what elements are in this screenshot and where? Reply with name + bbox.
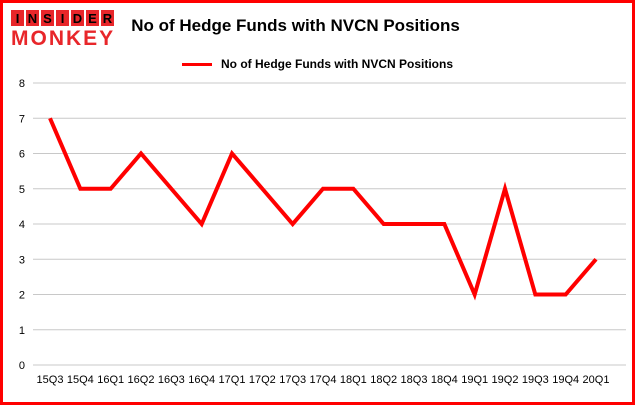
x-tick-label: 16Q1	[97, 374, 124, 386]
y-tick-label: 4	[19, 219, 25, 231]
x-tick-label: 15Q3	[37, 374, 64, 386]
logo-letter-block: E	[86, 10, 99, 26]
chart-title: No of Hedge Funds with NVCN Positions	[131, 15, 460, 35]
legend-label: No of Hedge Funds with NVCN Positions	[221, 57, 453, 71]
logo-letter-block: N	[26, 10, 39, 26]
x-tick-label: 18Q4	[431, 374, 458, 386]
logo-monkey-text: MONKEY	[11, 27, 116, 50]
logo-letter-block: D	[71, 10, 84, 26]
x-tick-label: 15Q4	[67, 374, 94, 386]
logo-letter-block: I	[11, 10, 24, 26]
y-tick-label: 8	[19, 78, 25, 90]
x-tick-label: 16Q4	[188, 374, 215, 386]
series-line-nvcn	[48, 117, 598, 301]
y-tick-label: 5	[19, 184, 25, 196]
legend: No of Hedge Funds with NVCN Positions	[3, 57, 632, 71]
x-tick-label: 19Q4	[552, 374, 579, 386]
x-tick-label: 19Q3	[522, 374, 549, 386]
x-tick-label: 19Q2	[492, 374, 519, 386]
y-tick-label: 0	[19, 360, 25, 372]
x-tick-label: 18Q1	[340, 374, 367, 386]
y-tick-label: 6	[19, 149, 25, 161]
logo-letter-block: R	[101, 10, 114, 26]
y-tick-label: 1	[19, 325, 25, 337]
y-tick-label: 2	[19, 290, 25, 302]
x-tick-label: 16Q2	[128, 374, 155, 386]
logo-letter-block: I	[56, 10, 69, 26]
x-tick-label: 16Q3	[158, 374, 185, 386]
y-tick-label: 3	[19, 254, 25, 266]
x-tick-label: 19Q1	[461, 374, 488, 386]
x-tick-label: 17Q3	[279, 374, 306, 386]
legend-line-swatch	[182, 62, 212, 66]
x-tick-label: 20Q1	[583, 374, 610, 386]
x-tick-label: 18Q3	[401, 374, 428, 386]
x-tick-label: 17Q4	[310, 374, 337, 386]
x-tick-label: 17Q1	[219, 374, 246, 386]
x-tick-label: 17Q2	[249, 374, 276, 386]
x-tick-label: 18Q2	[370, 374, 397, 386]
y-tick-label: 7	[19, 113, 25, 125]
logo-letter-block: S	[41, 10, 54, 26]
